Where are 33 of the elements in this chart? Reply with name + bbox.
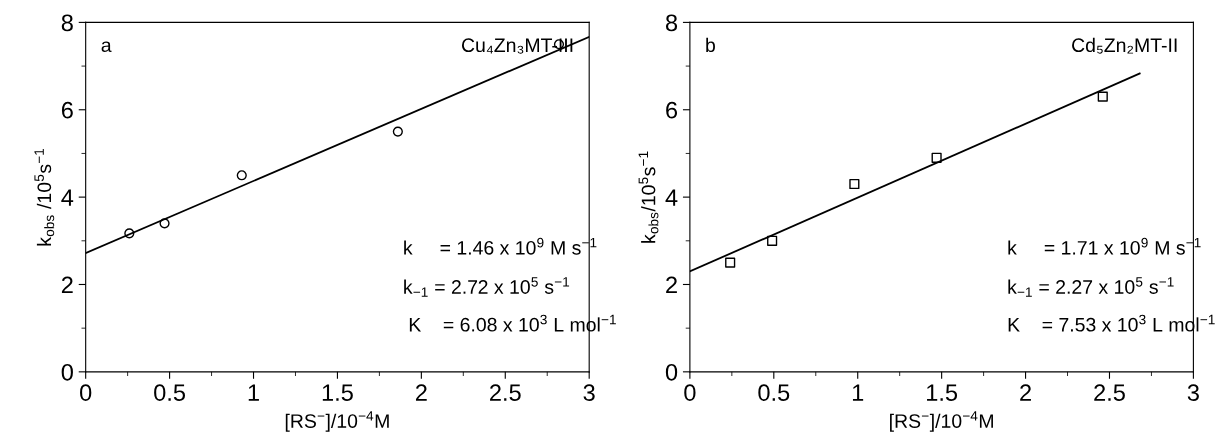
x-tick-label: 2.5	[490, 384, 521, 401]
x-tick-label: 1	[852, 384, 864, 401]
y-tick-label: 6	[666, 101, 678, 119]
x-tick-label: 0.5	[154, 384, 186, 401]
y-tick-label: 0	[665, 363, 678, 381]
annotation: Cd₅Zn₂MT-II	[1072, 37, 1177, 54]
x-tick-label: 0	[684, 384, 696, 401]
x-tick-label: 0	[80, 384, 92, 401]
x-tick-label: 3	[583, 384, 595, 401]
y-axis-title: k$_{obs}$ /10$^{5}$s$^{−1}$	[34, 148, 55, 246]
x-tick-label: 1.5	[927, 384, 958, 401]
x-axis-title: [RS$^{−}$]/10$^{−4}$M	[285, 411, 389, 432]
y-tick-label: 2	[666, 276, 677, 294]
y-tick-label: 6	[61, 101, 73, 119]
y-tick-label: 8	[665, 14, 678, 32]
x-tick-label: 2	[1020, 384, 1031, 401]
x-tick-label: 0.5	[758, 384, 790, 401]
y-tick-label: 4	[61, 189, 74, 206]
y-tick-label: 4	[665, 189, 678, 206]
y-tick-label: 0	[61, 363, 73, 381]
x-tick-label: 1	[248, 384, 259, 401]
x-tick-label: 1.5	[322, 384, 353, 401]
annotation: a	[101, 41, 112, 53]
annotation: k$_{−1}$ = 2.72 x 10$^{5}$ s$^{−1}$	[404, 277, 570, 297]
x-tick-label: 2	[415, 384, 427, 401]
annotation: k$_{−1}$ = 2.27 x 10$^{5}$ s$^{−1}$	[1008, 277, 1174, 297]
x-tick-label: 3	[1187, 384, 1199, 401]
annotation: b	[706, 37, 715, 53]
y-tick-label: 2	[61, 276, 73, 294]
x-axis-title: [RS$^{−}$]/10$^{−4}$M	[890, 411, 993, 432]
y-axis-title: k$_{obs}$/10$^{5}$s$^{−1}$	[638, 151, 659, 243]
y-tick-label: 8	[61, 14, 73, 32]
x-tick-label: 2.5	[1094, 384, 1125, 401]
